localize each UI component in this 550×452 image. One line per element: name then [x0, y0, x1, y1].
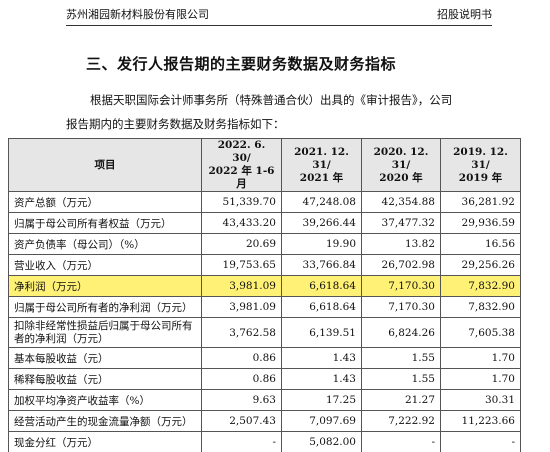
cell-value: 3,981.09	[201, 296, 282, 318]
column-header-period: 2021. 12. 31/2021 年	[281, 138, 362, 192]
row-label: 稀释每股收益（元）	[8, 368, 202, 390]
cell-value: 7,832.90	[440, 275, 521, 297]
row-label: 资产负债率（母公司）（%）	[8, 233, 202, 255]
table-row: 基本每股收益（元） 0.86 1.43 1.55 1.70	[8, 347, 521, 369]
row-label: 基本每股收益（元）	[8, 347, 202, 369]
row-label: 资产总额（万元）	[8, 191, 202, 213]
row-label: 经营活动产生的现金流量净额（万元）	[8, 410, 202, 432]
table-row: 现金分红（万元） -5,082.00- -	[8, 431, 521, 452]
cell-value: 1.55	[361, 347, 441, 369]
cell-value: 2,507.43	[201, 410, 282, 432]
financial-data-table: 项目 2022. 6. 30/2022 年 1-6 月 2021. 12. 31…	[8, 138, 521, 452]
cell-value: 0.86	[201, 368, 282, 390]
cell-value: 7,170.30	[361, 275, 441, 297]
cell-value: 30.31	[440, 389, 521, 411]
row-label: 加权平均净资产收益率（%）	[8, 389, 202, 411]
row-label: 现金分红（万元）	[8, 431, 202, 452]
table-row: 归属于母公司所有者权益（万元） 43,433.20 39,266.44 37,477.…	[8, 212, 521, 234]
cell-value: 6,618.64	[281, 296, 362, 318]
cell-value: 20.69	[201, 233, 282, 255]
column-header-period: 2022. 6. 30/2022 年 1-6 月	[201, 138, 282, 192]
cell-value: 1.70	[440, 347, 521, 369]
table-row: 归属于母公司所有者的净利润（万元） 3,981.09 6,618.64 7,170.3…	[8, 296, 521, 318]
cell-value: -	[201, 431, 282, 452]
table-row: 资产负债率（母公司）（%） 20.69 19.90 13.82 16.56	[8, 233, 521, 255]
cell-value: 19,753.65	[201, 254, 282, 276]
cell-value: 0.86	[201, 347, 282, 369]
table-row: 资产总额（万元） 51,339.70 47,248.08 42,354.88 36,28…	[8, 191, 521, 213]
cell-value: -	[361, 431, 441, 452]
table-row: 扣除非经常性损益后归属于母公司所有者的净利润（万元） 3,762.58 6,139.…	[8, 317, 521, 348]
intro-line-2: 报告期内的主要财务数据及财务指标如下：	[66, 117, 285, 131]
cell-value: 7,605.38	[440, 317, 521, 348]
page-header: 苏州湘园新材料股份有限公司 招股说明书	[66, 4, 492, 26]
cell-value: 13.82	[361, 233, 441, 255]
cell-value: 19.90	[281, 233, 362, 255]
cell-value: 7,097.69	[281, 410, 362, 432]
table-row: 经营活动产生的现金流量净额（万元） 2,507.43 7,097.69 7,222.9…	[8, 410, 521, 432]
cell-value: 3,981.09	[201, 275, 282, 297]
cell-value: 29,936.59	[440, 212, 521, 234]
cell-value: 3,762.58	[201, 317, 282, 348]
cell-value: 9.63	[201, 389, 282, 411]
cell-value: 5,082.00	[281, 431, 362, 452]
row-label: 归属于母公司所有者的净利润（万元）	[8, 296, 202, 318]
cell-value: -	[440, 431, 521, 452]
intro-paragraph: 根据天职国际会计师事务所（特殊普通合伙）出具的《审计报告》，公司 报告期内的主要…	[66, 88, 506, 136]
intro-line-1: 根据天职国际会计师事务所（特殊普通合伙）出具的《审计报告》，公司	[90, 93, 453, 107]
cell-value: 33,766.84	[281, 254, 362, 276]
cell-value: 1.43	[281, 347, 362, 369]
document-type: 招股说明书	[437, 8, 492, 21]
table-header-row: 项目 2022. 6. 30/2022 年 1-6 月 2021. 12. 31…	[8, 138, 521, 192]
row-label: 净利润（万元）	[8, 275, 202, 297]
row-label: 营业收入（万元）	[8, 254, 202, 276]
cell-value: 7,170.30	[361, 296, 441, 318]
cell-value: 1.70	[440, 368, 521, 390]
cell-value: 26,702.98	[361, 254, 441, 276]
cell-value: 11,223.66	[440, 410, 521, 432]
cell-value: 51,339.70	[201, 191, 282, 213]
row-label: 归属于母公司所有者权益（万元）	[8, 212, 202, 234]
cell-value: 21.27	[361, 389, 441, 411]
cell-value: 7,222.92	[361, 410, 441, 432]
column-header-item: 项目	[8, 138, 202, 192]
cell-value: 36,281.92	[440, 191, 521, 213]
cell-value: 6,618.64	[281, 275, 362, 297]
cell-value: 1.55	[361, 368, 441, 390]
cell-value: 7,832.90	[440, 296, 521, 318]
cell-value: 6,139.51	[281, 317, 362, 348]
column-header-period: 2019. 12. 31/2019 年	[440, 138, 521, 192]
column-header-period: 2020. 12. 31/2020 年	[361, 138, 441, 192]
cell-value: 6,824.26	[361, 317, 441, 348]
company-name: 苏州湘园新材料股份有限公司	[66, 8, 209, 21]
cell-value: 42,354.88	[361, 191, 441, 213]
cell-value: 29,256.26	[440, 254, 521, 276]
cell-value: 39,266.44	[281, 212, 362, 234]
cell-value: 43,433.20	[201, 212, 282, 234]
table-row: 稀释每股收益（元） 0.86 1.43 1.55 1.70	[8, 368, 521, 390]
cell-value: 47,248.08	[281, 191, 362, 213]
table-row: 加权平均净资产收益率（%） 9.63 17.25 21.27 30.31	[8, 389, 521, 411]
cell-value: 37,477.32	[361, 212, 441, 234]
cell-value: 17.25	[281, 389, 362, 411]
row-label: 扣除非经常性损益后归属于母公司所有者的净利润（万元）	[8, 317, 202, 348]
table-row: 营业收入（万元） 19,753.65 33,766.84 26,702.98 29,25…	[8, 254, 521, 276]
table-row: 净利润（万元） 3,981.09 6,618.64 7,170.30 7,832.90	[8, 275, 521, 297]
cell-value: 1.43	[281, 368, 362, 390]
section-title: 三、发行人报告期的主要财务数据及财务指标	[86, 55, 397, 73]
cell-value: 16.56	[440, 233, 521, 255]
